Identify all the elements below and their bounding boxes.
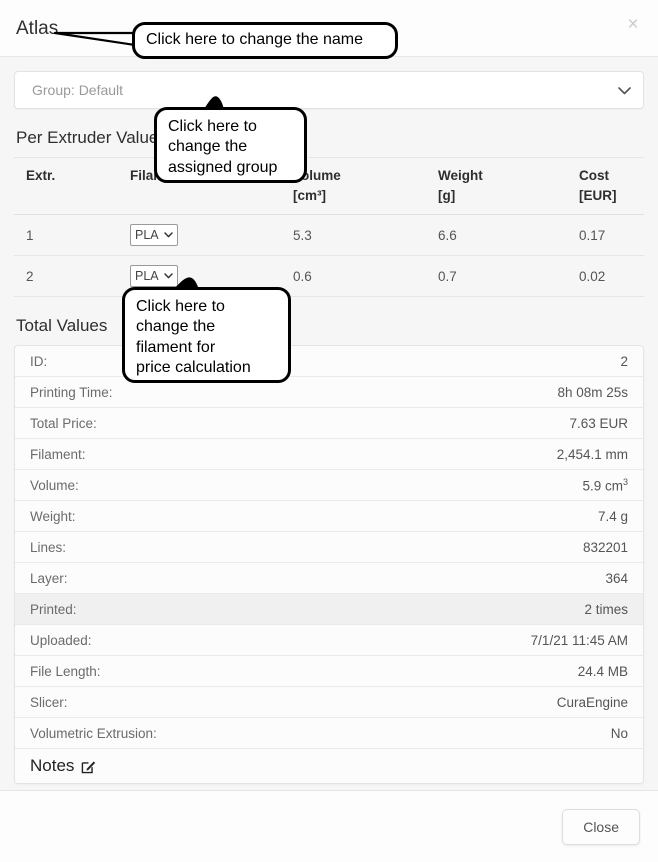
cell-cost: 0.17 (575, 214, 644, 257)
item-key: Volume: (30, 477, 79, 493)
notes-row[interactable]: Notes (15, 749, 643, 784)
callout-change-group: Click here to change the assigned group (154, 107, 307, 183)
list-item: Volume: 5.9 cm3 (15, 470, 643, 502)
column-label: Extr. (26, 168, 56, 183)
item-value: 2,454.1 mm (556, 446, 628, 462)
item-key: Printing Time: (30, 384, 113, 400)
list-item: Filament: 2,454.1 mm (15, 439, 643, 471)
column-unit: [cm³] (293, 187, 326, 203)
cell-filament: PLA (126, 214, 289, 257)
group-select-wrapper: Group: Default (14, 71, 644, 109)
item-value: 5.9 cm3 (582, 477, 628, 494)
item-key: Volumetric Extrusion: (30, 725, 157, 741)
column-header-volume: Volume [cm³] (289, 156, 434, 216)
notes-label: Notes (30, 756, 75, 776)
item-value-text: 5.9 cm (582, 478, 623, 494)
close-icon[interactable]: × (627, 14, 639, 35)
per-extruder-section-title: Per Extruder Values (16, 128, 167, 147)
list-item: Printing Time: 8h 08m 25s (15, 377, 643, 409)
item-value: 8h 08m 25s (557, 384, 628, 400)
item-key: Total Price: (30, 415, 97, 431)
column-label: Cost (579, 168, 609, 183)
list-item: Printed: 2 times (15, 594, 643, 626)
item-value: 2 (620, 353, 628, 369)
cell-extruder: 2 (14, 255, 126, 298)
column-header-weight: Weight [g] (434, 156, 575, 216)
cell-extruder: 1 (14, 214, 126, 257)
table-header-row: Extr. Filament Volume [cm³] Weight [g] (14, 156, 644, 216)
item-key: Lines: (30, 539, 67, 555)
per-extruder-table: Extr. Filament Volume [cm³] Weight [g] (14, 156, 644, 298)
item-key: Filament: (30, 446, 86, 462)
item-key: Uploaded: (30, 632, 92, 648)
cell-volume: 5.3 (289, 214, 434, 257)
list-item: Weight: 7.4 g (15, 501, 643, 533)
column-header-extruder: Extr. (14, 156, 126, 216)
list-item: Slicer: CuraEngine (15, 687, 643, 719)
list-item: File Length: 24.4 MB (15, 656, 643, 688)
cell-weight: 6.6 (434, 214, 575, 257)
item-key: ID: (30, 353, 48, 369)
total-values-list: ID: 2 Printing Time: 8h 08m 25s Total Pr… (14, 345, 644, 785)
item-value: 2 times (584, 601, 628, 617)
page-title[interactable]: Atlas (16, 17, 59, 39)
list-item: Volumetric Extrusion: No (15, 718, 643, 750)
item-key: File Length: (30, 663, 101, 679)
close-button[interactable]: Close (562, 808, 640, 845)
item-value: 832201 (582, 539, 628, 555)
column-unit: [g] (438, 187, 456, 203)
cell-volume: 0.6 (289, 255, 434, 298)
list-item: Layer: 364 (15, 563, 643, 595)
filament-select-wrapper: PLA (130, 224, 178, 247)
column-unit: [EUR] (579, 187, 617, 203)
item-value-superscript: 3 (622, 476, 628, 487)
item-key: Slicer: (30, 694, 68, 710)
item-value: 24.4 MB (577, 663, 628, 679)
item-key: Weight: (30, 508, 76, 524)
modal-body: Group: Default Per Extruder Values Extr.… (0, 57, 658, 790)
filament-select-extruder-2[interactable]: PLA (130, 265, 178, 288)
modal-footer: Close (0, 790, 658, 862)
item-value: 7/1/21 11:45 AM (530, 632, 628, 648)
filament-select-wrapper: PLA (130, 265, 178, 288)
cell-weight: 0.7 (434, 255, 575, 298)
table-row: 2 PLA 0.6 0.7 0.02 (14, 255, 644, 298)
cell-cost: 0.02 (575, 255, 644, 298)
filament-select-extruder-1[interactable]: PLA (130, 224, 178, 247)
table-row: 1 PLA 5.3 6.6 0.17 (14, 214, 644, 257)
item-value: 7.4 g (597, 508, 628, 524)
item-value: No (610, 725, 628, 741)
callout-change-filament: Click here to change the filament for pr… (122, 287, 291, 383)
group-select[interactable]: Group: Default (14, 71, 644, 109)
list-item: Uploaded: 7/1/21 11:45 AM (15, 625, 643, 657)
list-item: ID: 2 (15, 346, 643, 378)
total-values-section-title: Total Values (16, 316, 108, 336)
column-header-cost: Cost [EUR] (575, 156, 644, 216)
list-item: Total Price: 7.63 EUR (15, 408, 643, 440)
item-key: Layer: (30, 570, 68, 586)
item-value: 364 (605, 570, 628, 586)
column-label: Weight (438, 168, 483, 183)
item-value: 7.63 EUR (569, 415, 628, 431)
item-key: Printed: (30, 601, 77, 617)
item-value: CuraEngine (556, 694, 628, 710)
list-item: Lines: 832201 (15, 532, 643, 564)
callout-change-name: Click here to change the name (132, 22, 398, 59)
edit-pencil-icon[interactable] (81, 759, 96, 774)
